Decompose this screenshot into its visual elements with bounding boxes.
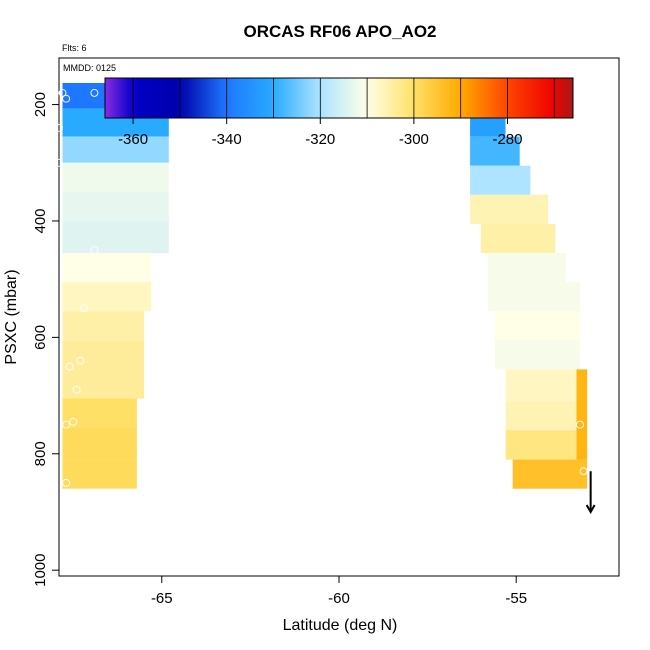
heatmap-cell-22 — [494, 311, 580, 341]
x-axis: -65 -60 -55 — [151, 576, 527, 607]
y-tick-label: 1000 — [32, 554, 49, 587]
heatmap-cell-27 — [512, 459, 588, 489]
heatmap-cells — [62, 83, 588, 489]
colorbar-tick-label: -360 — [118, 131, 148, 148]
sample-point-0 — [58, 88, 67, 97]
heatmap-cell-23 — [494, 340, 580, 370]
colorbar: -360 -340 -320 -300 -280 — [104, 77, 574, 148]
colorbar-gradient — [104, 77, 574, 119]
heatmap-cell-3 — [62, 162, 169, 192]
y-tick-label: 200 — [32, 92, 49, 117]
heatmap-cell-16 — [470, 136, 520, 166]
heatmap-cell-20 — [487, 253, 566, 283]
heatmap-cell-13 — [62, 459, 137, 489]
y-tick-label: 400 — [32, 208, 49, 233]
heatmap-cell-18 — [470, 194, 549, 224]
sample-point-24 — [62, 420, 71, 429]
sample-point-31 — [576, 420, 584, 429]
sample-point-32 — [579, 467, 588, 476]
heatmap-cell-21 — [487, 282, 581, 312]
y-tick-label: 800 — [32, 441, 49, 466]
heatmap-cell-6 — [62, 253, 152, 283]
x-tick-label: -55 — [505, 590, 527, 607]
colorbar-tick-label: -280 — [492, 131, 522, 148]
sample-point-26 — [62, 478, 71, 487]
x-axis-label: Latitude (deg N) — [283, 617, 398, 634]
wind-arrow — [585, 471, 596, 514]
x-tick-label: -65 — [151, 590, 173, 607]
sample-point-22 — [76, 356, 85, 365]
heatmap-cell-7 — [62, 282, 152, 312]
colorbar-tick-label: -320 — [305, 131, 335, 148]
heatmap-cell-12 — [62, 427, 137, 460]
colorbar-tick-label: -340 — [212, 131, 242, 148]
chart-title: ORCAS RF06 APO_AO2 — [243, 22, 436, 41]
sample-point-2 — [90, 88, 99, 97]
sample-point-18 — [55, 158, 63, 167]
sample-point-23 — [72, 385, 81, 394]
heatmap-cell-2 — [62, 136, 169, 163]
heatmap-cell-24 — [505, 369, 588, 402]
sample-point-19 — [90, 246, 99, 255]
heatmap-cell-26 — [505, 430, 588, 460]
heatmap-cell-28 — [576, 369, 588, 460]
arrow-head — [585, 504, 596, 514]
heatmap-cell-19 — [480, 223, 556, 253]
y-axis: 200 400 600 800 1000 — [32, 92, 59, 587]
date-note: MMDD: 0125 — [63, 63, 116, 73]
heatmap-cell-9 — [62, 340, 144, 370]
sample-point-1 — [62, 94, 71, 103]
heatmap-cell-17 — [470, 165, 531, 195]
flights-note: Flts: 6 — [62, 43, 87, 53]
heatmap-cell-8 — [62, 311, 144, 341]
y-axis-label: PSXC (mbar) — [3, 269, 20, 364]
heatmap-cell-10 — [62, 369, 144, 399]
y-tick-label: 600 — [32, 325, 49, 350]
heatmap-cell-25 — [505, 401, 588, 431]
x-tick-label: -60 — [328, 590, 350, 607]
sample-point-21 — [65, 362, 74, 371]
colorbar-tick-label: -300 — [399, 131, 429, 148]
sample-point-20 — [79, 304, 88, 313]
sample-point-25 — [69, 417, 78, 426]
heatmap-cell-4 — [62, 191, 169, 221]
sample-point-17 — [55, 123, 63, 132]
heatmap-cell-11 — [62, 398, 137, 428]
heatmap-cell-5 — [62, 221, 169, 253]
